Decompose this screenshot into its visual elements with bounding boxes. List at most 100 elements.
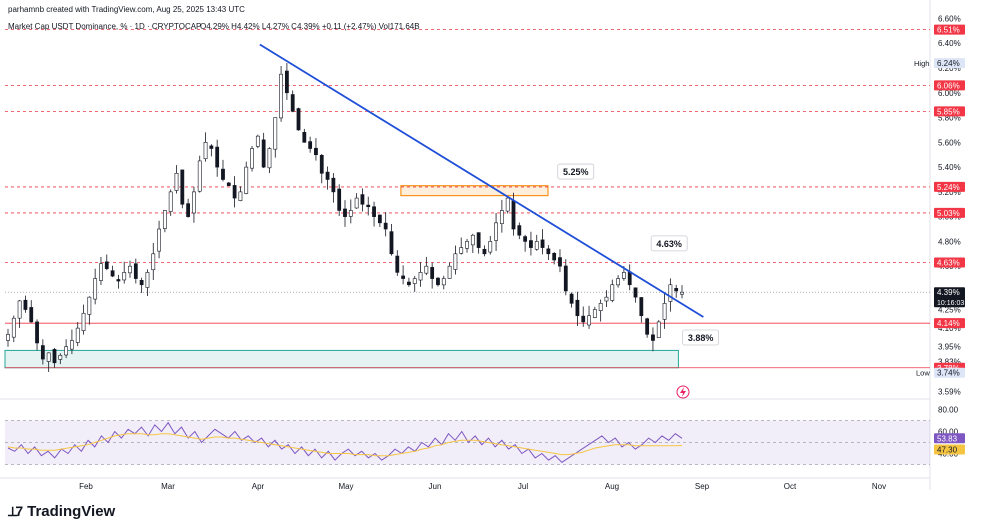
candle-body-63 [372,206,376,217]
price-badge-bg-1 [934,58,965,69]
candle-body-96 [563,265,568,292]
candle-body-69 [407,281,411,286]
price-badge-label-2: 6.06% [937,81,960,90]
y-tick-label-7: 5.20% [938,188,961,197]
rsi-ma-label: 47.30 [937,445,958,454]
candle-body-20 [122,272,127,281]
candle-body-0 [6,334,10,341]
candle-body-115 [674,288,679,292]
candle-body-7 [46,352,51,362]
candle-body-75 [441,278,446,286]
tradingview-logo: ⟂7 TradingView [8,503,115,520]
candle-body-18 [110,270,115,277]
candle-body-110 [645,318,650,335]
candle-body-97 [569,293,574,304]
candle-body-67 [395,255,400,273]
candle-body-50 [296,108,301,131]
y-tick-label-14: 3.95% [938,343,961,352]
candle-body-68 [401,275,406,279]
candle-body-53 [314,147,318,156]
callout-1: 4.63% [650,235,688,252]
candle-body-116 [680,291,684,295]
price-badge-label-8: 4.14% [937,319,960,328]
candle-body-30 [180,169,185,205]
candle-body-1 [11,317,16,338]
candle-body-71 [418,272,423,281]
candle-body-35 [209,145,214,149]
rsi-value-badge: 53.83 [934,433,965,444]
price-badge-bg-0 [934,24,965,35]
y-tick-label-17: 3.59% [938,387,961,396]
candle-body-84 [494,222,498,241]
price-badge-5: 5.03% [934,207,965,218]
candle-body-72 [424,265,429,274]
candle-body-8 [52,349,57,364]
candle-body-109 [639,297,644,317]
y-tick-label-4: 5.80% [938,114,961,123]
callout-box-0 [557,163,595,180]
downtrend-line [259,43,704,318]
candle-body-64 [377,214,382,224]
price-badge-3: 5.85% [934,106,965,117]
candle-body-29 [174,172,179,191]
candle-body-107 [627,271,632,286]
candle-body-46 [273,117,278,150]
candle-body-5 [35,321,39,344]
x-tick-label-2: Apr [252,482,265,491]
rsi-tick-label-0: 80.00 [938,406,959,415]
symbol-title[interactable]: Market Cap USDT Dominance, % · 1D · CRYP… [8,22,202,31]
price-badge-label-3: 5.85% [937,107,960,116]
candle-body-21 [128,265,132,274]
callout-0: 5.25% [557,163,595,180]
chart-attribution: parhamnb created with TradingView.com, A… [8,5,245,14]
price-badge-label-4: 5.24% [937,183,960,192]
candle-body-106 [621,272,626,279]
candle-body-91 [534,241,539,250]
x-tick-label-0: Feb [79,482,93,491]
candle-body-70 [412,278,417,284]
candle-body-40 [238,191,243,202]
x-tick-label-9: Nov [872,482,886,491]
candle-body-65 [383,222,388,230]
candle-body-59 [348,210,353,217]
y-tick-label-12: 4.25% [938,306,961,315]
x-tick-label-6: Aug [605,482,619,491]
candle-body-3 [23,299,28,310]
price-badge-bg-5 [934,207,965,218]
candle-body-80 [470,234,475,246]
candle-body-43 [255,135,260,147]
y-tick-label-3: 6.00% [938,89,961,98]
rsi-tick-label-1: 60.00 [938,428,959,437]
price-badge-bg-4 [934,181,965,192]
candle-body-60 [354,197,359,209]
price-chart[interactable]: 5.25% 4.63% 3.88% 6.60% 6.40% 6.20% 6.00% 5.80%… [0,0,984,500]
candle-body-101 [592,309,597,318]
flash-icon [676,385,690,399]
candle-body-41 [244,166,249,194]
flash-icon-bolt [680,387,686,397]
price-badge-1: 6.24% [934,58,965,69]
candle-body-54 [319,155,324,174]
y-tick-label-15: 3.83% [938,358,961,367]
callout-box-2 [682,329,719,346]
y-tick-label-0: 6.60% [938,14,961,23]
candle-body-111 [651,334,655,341]
price-badge-label-6: 4.63% [937,258,960,267]
callout-label-0: 5.25% [563,167,589,177]
candle-body-57 [337,188,342,211]
callout-label-2: 3.88% [688,333,714,343]
price-badge-bg-7 [934,287,965,308]
candle-body-55 [325,171,330,180]
ohlc-readout: O4.29% H4.42% L4.27% C4.39% +0.11 (+2.47… [200,22,420,31]
candle-body-49 [290,94,295,112]
price-badge-2: 6.06% [934,80,965,91]
price-badge-bg-2 [934,80,965,91]
candle-body-76 [447,265,452,279]
price-badge-bg-6 [934,257,965,268]
candle-body-61 [360,194,365,205]
candle-body-33 [197,160,202,192]
candle-body-15 [93,278,98,300]
candle-body-6 [40,345,45,360]
price-badge-label-1: 6.24% [937,59,960,68]
low-badge-bg [934,367,965,378]
